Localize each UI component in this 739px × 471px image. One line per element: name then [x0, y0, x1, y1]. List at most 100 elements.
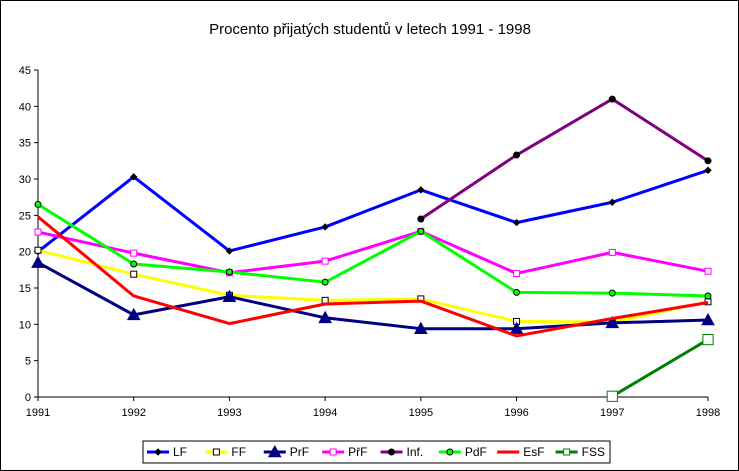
legend-label: PřF [348, 445, 367, 459]
legend-item: EsF [497, 445, 545, 459]
legend-marker [212, 448, 220, 456]
data-point [34, 200, 42, 208]
y-tick-label: 5 [25, 356, 31, 368]
legend-marker [388, 448, 395, 456]
legend: LF FF PrF PřF Inf. PdF EsF FSS [142, 440, 611, 464]
data-point [130, 260, 138, 268]
x-tick-label: 1996 [504, 407, 528, 419]
data-point [704, 267, 712, 275]
series-pf [34, 227, 712, 277]
data-point [606, 390, 618, 402]
data-point [702, 333, 714, 346]
series-layer [31, 95, 715, 402]
data-point [513, 269, 521, 277]
data-point [31, 255, 45, 268]
x-tick-label: 1995 [409, 407, 433, 419]
data-point [417, 215, 425, 223]
series-line [37, 168, 709, 253]
data-point [225, 268, 233, 276]
data-point [513, 288, 521, 296]
data-point [318, 310, 332, 324]
series-lf [34, 166, 712, 256]
legend-marker [267, 444, 282, 458]
legend-item: FF [205, 445, 246, 459]
data-point [414, 321, 428, 334]
data-point [130, 249, 138, 257]
legend-label: FF [231, 445, 246, 459]
series-line [611, 338, 709, 398]
legend-marker [154, 448, 162, 456]
data-point [512, 218, 521, 227]
data-point [321, 223, 329, 231]
legend-label: EsF [523, 445, 544, 459]
legend-label: FSS [582, 445, 605, 459]
data-point [608, 248, 616, 256]
data-point [509, 321, 524, 334]
y-tick-label: 0 [25, 392, 31, 404]
y-tick-label: 25 [19, 210, 31, 222]
y-tick-label: 35 [19, 138, 31, 150]
data-point [417, 227, 425, 235]
data-point [704, 166, 712, 174]
series-line [37, 248, 709, 324]
data-point [130, 173, 138, 181]
data-point [222, 289, 237, 303]
series-fss [606, 333, 714, 402]
series-line [37, 203, 709, 298]
data-point [704, 292, 712, 300]
data-point [130, 270, 138, 278]
legend-label: PrF [290, 445, 309, 459]
x-tick-label: 1998 [696, 407, 720, 419]
legend-item: PrF [263, 444, 309, 459]
x-tick-label: 1997 [600, 407, 624, 419]
data-point [605, 315, 620, 329]
data-point [608, 198, 616, 206]
series-esf [37, 215, 709, 338]
legend-item: LF [147, 445, 187, 459]
x-tick-label: 1992 [121, 407, 145, 419]
data-point [704, 157, 712, 165]
legend-item: PřF [322, 445, 367, 459]
y-tick-label: 20 [19, 247, 31, 259]
chart-title: Procento přijatých studentů v letech 199… [209, 21, 531, 38]
legend-item: PdF [438, 445, 487, 459]
y-tick-label: 30 [19, 174, 31, 186]
series-pdf [34, 200, 712, 300]
legend-label: PdF [465, 445, 487, 459]
series-line [37, 215, 709, 338]
data-point [225, 247, 234, 255]
data-point [34, 228, 42, 236]
legend-box [142, 440, 611, 464]
legend-label: LF [173, 445, 187, 459]
axes: 0 5 10 15 20 25 30 35 40 45 1991 1992 1993 1994 1995 19… [19, 65, 720, 419]
y-tick-label: 10 [19, 319, 31, 331]
data-point [513, 151, 521, 159]
y-tick-label: 40 [19, 101, 31, 113]
series-prf [31, 255, 715, 334]
data-point [608, 95, 616, 103]
data-point [126, 307, 141, 321]
y-tick-label: 45 [19, 65, 31, 77]
legend-label: Inf. [407, 445, 424, 459]
data-point [321, 278, 329, 286]
legend-item: Inf. [380, 445, 424, 459]
series-line [420, 97, 709, 221]
x-tick-label: 1993 [217, 407, 241, 419]
series-line [37, 229, 709, 275]
legend-item: FSS [555, 445, 605, 459]
data-point [321, 257, 329, 265]
legend-marker [563, 448, 571, 456]
y-tick-label: 15 [19, 283, 31, 295]
series-line [37, 261, 709, 331]
data-point [701, 312, 715, 326]
x-tick-label: 1991 [26, 407, 50, 419]
x-tick-label: 1994 [313, 407, 337, 419]
series-inf [417, 95, 712, 223]
data-point [417, 186, 425, 194]
legend-marker [329, 448, 337, 456]
legend-marker [446, 448, 454, 456]
data-point [608, 289, 616, 297]
data-point [34, 246, 42, 254]
